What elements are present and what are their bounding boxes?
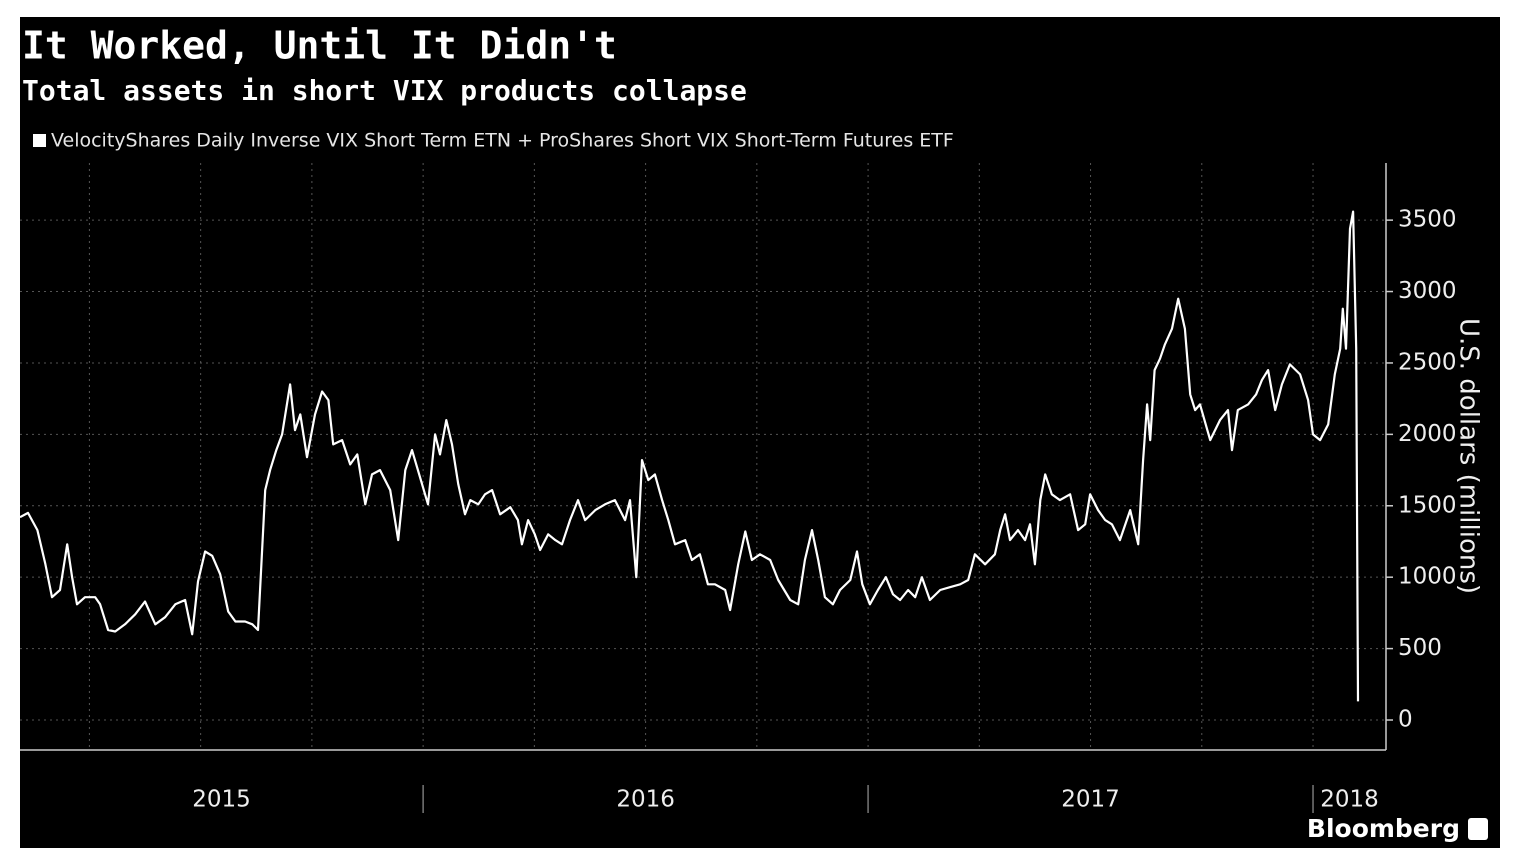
- x-tick-label: 2017: [1061, 787, 1120, 813]
- y-tick-label: 3500: [1398, 207, 1457, 233]
- chart-title: It Worked, Until It Didn't: [22, 24, 617, 68]
- line-series: [19, 210, 1360, 702]
- y-tick-label: 3000: [1398, 278, 1457, 304]
- legend-swatch: [33, 134, 46, 147]
- chart-subtitle: Total assets in short VIX products colla…: [22, 74, 747, 107]
- y-tick-label: 500: [1398, 635, 1442, 661]
- legend-label: VelocityShares Daily Inverse VIX Short T…: [51, 130, 954, 152]
- x-tick-label: 2018: [1320, 787, 1379, 813]
- y-tick-label: 2500: [1398, 349, 1457, 375]
- logo-icon: [1468, 818, 1488, 840]
- y-tick-label: 1500: [1398, 492, 1457, 518]
- y-tick-label: 2000: [1398, 421, 1457, 447]
- x-tick-label: 2015: [192, 787, 251, 813]
- x-tick-label: 2016: [616, 787, 675, 813]
- source-logo: Bloomberg: [1307, 814, 1460, 843]
- chart-background: [20, 17, 1500, 848]
- y-tick-label: 1000: [1398, 564, 1457, 590]
- y-tick-label: 0: [1398, 707, 1413, 733]
- y-axis-title: U.S. dollars (millions): [1454, 318, 1484, 594]
